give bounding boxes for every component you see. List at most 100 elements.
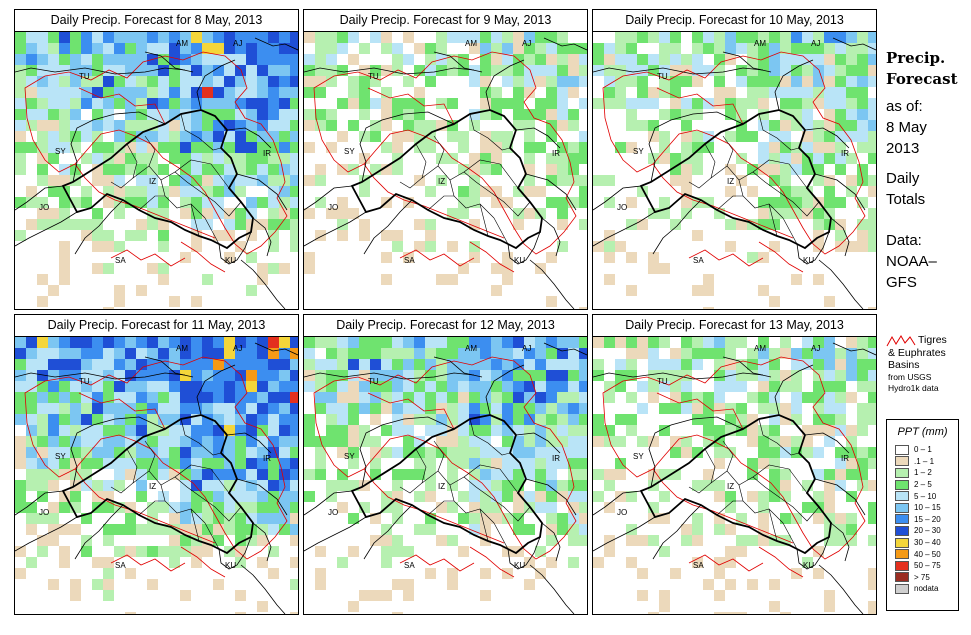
precip-cell [857,241,868,252]
precip-cell [326,359,337,370]
precip-cell [692,76,703,87]
precip-cell [780,208,791,219]
province-border [469,418,511,456]
precip-cell [535,32,546,43]
precip-cell [626,142,637,153]
precip-cell [824,480,835,491]
precip-cell [513,425,524,436]
country-border [359,111,455,183]
country-border [15,490,64,516]
precip-cell [59,392,70,403]
precip-cell [780,186,791,197]
precip-cell [535,65,546,76]
precip-cell [92,164,103,175]
precip-cell [37,43,48,54]
precip-cell [868,447,876,458]
precip-cell [213,43,224,54]
precip-cell [169,436,180,447]
precip-cell [846,120,857,131]
precip-cell [268,469,279,480]
precip-cell [802,436,813,447]
precip-cell [813,469,824,480]
precip-cell [257,458,268,469]
precip-cell [15,458,26,469]
precip-cell [857,359,868,370]
precip-cell [213,197,224,208]
precip-cell [158,109,169,120]
precip-cell [813,32,824,43]
precip-cell [513,32,524,43]
precip-cell [15,568,26,579]
precip-cell [246,447,257,458]
precip-cell [524,208,535,219]
precip-cell [257,153,268,164]
precip-cell [26,142,37,153]
country-border [652,504,702,560]
precip-cell [802,425,813,436]
basin-boundary [78,87,166,125]
precip-cell [59,175,70,186]
precip-cell [103,120,114,131]
precip-cell [81,131,92,142]
precip-cell [579,197,587,208]
precip-cell [469,381,480,392]
precip-cell [714,381,725,392]
precip-cell [180,208,191,219]
precip-cell [546,87,557,98]
precip-cell [348,414,359,425]
precip-cell [114,54,125,65]
precip-cell [425,458,436,469]
precip-cell [670,109,681,120]
country-border [218,231,252,265]
precip-cell [158,164,169,175]
country-border [252,522,272,562]
precip-cell [857,109,868,120]
precip-cell [791,436,802,447]
country-border [818,564,864,614]
precip-cell [202,54,213,65]
precip-cell [835,87,846,98]
precip-cell [846,175,857,186]
precip-cell [158,491,169,502]
precip-cell [835,359,846,370]
precip-cell [37,403,48,414]
precip-cell [557,76,568,87]
precip-cell [348,208,359,219]
precip-cell [381,381,392,392]
precip-cell [469,513,480,524]
precip-cell [557,208,568,219]
precip-cell [868,307,876,309]
country-label: AJ [811,344,820,353]
precip-cell [213,370,224,381]
precip-cell [337,469,348,480]
precip-cell [15,32,26,43]
country-border [252,217,272,257]
precip-cell [502,131,513,142]
precip-cell [326,109,337,120]
precip-cell [414,348,425,359]
precip-cell [26,469,37,480]
precip-cell [381,230,392,241]
precip-cell [103,359,114,370]
precip-cell [769,76,780,87]
precip-cell [246,65,257,76]
precip-cell [202,109,213,120]
precip-cell [568,54,579,65]
precip-cell [246,285,257,296]
precip-cell [246,208,257,219]
precip-cell [835,403,846,414]
precip-cell [114,285,125,296]
precip-cell [692,65,703,76]
precip-cell [48,359,59,370]
precip-cell [103,381,114,392]
precip-cell [392,142,403,153]
precip-cell [337,403,348,414]
precip-cell [769,348,780,359]
precip-cell [224,87,235,98]
precip-cell [235,65,246,76]
legend-label: 15 – 20 [914,514,941,524]
precip-cell [279,425,290,436]
precip-cell [290,480,298,491]
precip-cell [414,381,425,392]
precip-cell [59,186,70,197]
